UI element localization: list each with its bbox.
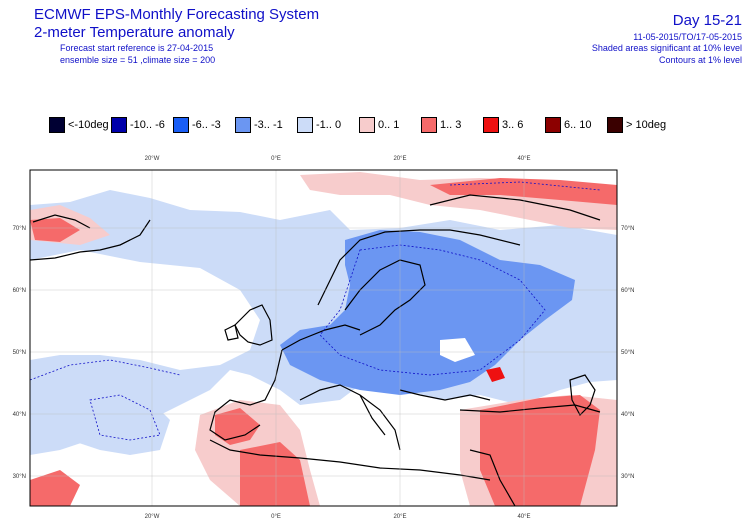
legend-item: 1.. 3 [421, 116, 461, 134]
legend-item: 3.. 6 [483, 116, 523, 134]
legend-swatch [111, 117, 127, 133]
forecast-reference: Forecast start reference is 27-04-2015 [60, 43, 214, 53]
shade-white [30, 250, 260, 370]
shade-red [480, 395, 600, 506]
lat-tick-left: 30°N [13, 474, 26, 480]
legend-label: -3.. -1 [254, 119, 283, 131]
map-field [30, 170, 617, 506]
lon-tick-bottom: 20°E [393, 514, 406, 520]
date-range: 11-05-2015/TO/17-05-2015 [633, 32, 742, 42]
legend-swatch [359, 117, 375, 133]
shade-red [30, 218, 80, 242]
significance-note: Shaded areas significant at 10% level [591, 43, 742, 53]
legend-item: <-10deg [49, 116, 109, 134]
day-range: Day 15-21 [672, 12, 742, 29]
color-legend: <-10deg -10.. -6 -6.. -3 -3.. -1 -1.. 0 … [49, 116, 729, 134]
legend-label: 3.. 6 [502, 119, 524, 131]
legend-label: > 10deg [626, 119, 667, 131]
legend-item: 6.. 10 [545, 116, 592, 134]
chart-subtitle: 2-meter Temperature anomaly [34, 24, 235, 41]
lon-tick-top: 0°E [271, 156, 281, 162]
legend-swatch [421, 117, 437, 133]
lat-tick-right: 60°N [621, 288, 634, 294]
ensemble-size: ensemble size = 51 ,climate size = 200 [60, 55, 216, 65]
legend-swatch [607, 117, 623, 133]
lon-tick-top: 20°W [145, 156, 160, 162]
lat-tick-right: 40°N [621, 412, 634, 418]
legend-swatch [297, 117, 313, 133]
map-frame [29, 169, 618, 507]
shade-deep-red [486, 367, 505, 382]
shade-light-blue [50, 380, 170, 455]
legend-swatch [483, 117, 499, 133]
shade-red [215, 408, 260, 445]
legend-label: -10.. -6 [130, 119, 165, 131]
lat-tick-right: 30°N [621, 474, 634, 480]
legend-item: -1.. 0 [297, 116, 341, 134]
shade-mid-blue [280, 230, 575, 395]
lat-tick-left: 50°N [13, 350, 26, 356]
chart-title: ECMWF EPS-Monthly Forecasting System [34, 6, 320, 23]
lat-tick-right: 70°N [621, 226, 634, 232]
lat-tick-right: 50°N [621, 350, 634, 356]
legend-label: 6.. 10 [564, 119, 592, 131]
legend-item: -6.. -3 [173, 116, 221, 134]
coastlines [30, 194, 601, 506]
legend-swatch [545, 117, 561, 133]
shade-red [430, 178, 617, 205]
lon-tick-top: 20°E [393, 156, 406, 162]
legend-label: -1.. 0 [316, 119, 342, 131]
legend-swatch [235, 117, 251, 133]
lon-tick-top: 40°E [517, 156, 530, 162]
legend-item: -3.. -1 [235, 116, 283, 134]
lon-tick-bottom: 0°E [271, 514, 281, 520]
legend-label: <-10deg [68, 119, 109, 131]
legend-label: 1.. 3 [440, 119, 462, 131]
shade-red [30, 470, 80, 506]
legend-item: > 10deg [607, 116, 666, 134]
legend-swatch [173, 117, 189, 133]
graticule [30, 170, 617, 506]
lon-tick-bottom: 40°E [517, 514, 530, 520]
legend-swatch [49, 117, 65, 133]
lat-tick-left: 70°N [13, 226, 26, 232]
lat-tick-left: 60°N [13, 288, 26, 294]
legend-item: -10.. -6 [111, 116, 165, 134]
legend-item: 0.. 1 [359, 116, 399, 134]
contour-note: Contours at 1% level [658, 55, 742, 65]
shade-white [440, 338, 475, 362]
anomaly-map: 20°W 0°E 20°E 40°E 20°W 0°E 20°E 40°E 70… [13, 156, 635, 520]
legend-label: -6.. -3 [192, 119, 221, 131]
significance-contours [30, 181, 601, 441]
lon-tick-bottom: 20°W [145, 514, 160, 520]
legend-label: 0.. 1 [378, 119, 400, 131]
lat-tick-left: 40°N [13, 412, 26, 418]
